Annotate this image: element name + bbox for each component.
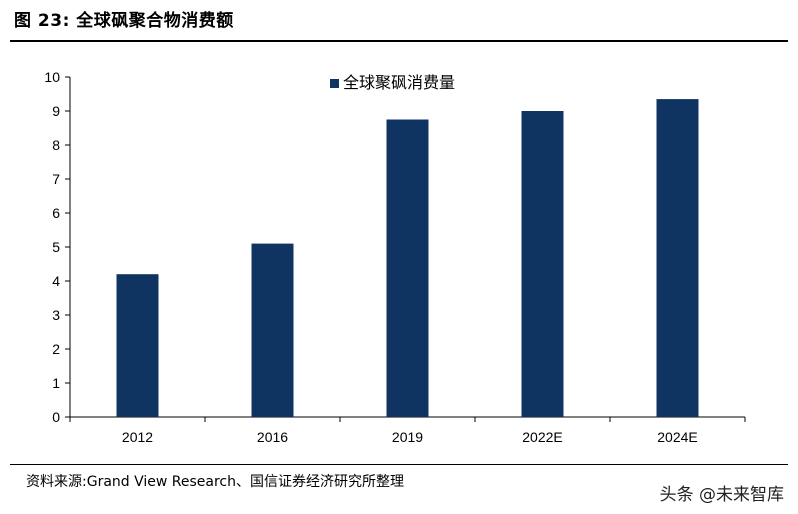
y-tick-label: 7: [52, 171, 60, 187]
y-tick-label: 8: [52, 137, 60, 153]
bar-series: [116, 99, 699, 417]
footer-rule: [10, 464, 788, 465]
title-rule: [10, 40, 788, 42]
legend-label: 全球聚砜消费量: [343, 73, 455, 92]
y-tick-label: 6: [52, 205, 60, 221]
bar: [116, 274, 159, 417]
x-tick-label: 2022E: [522, 429, 562, 445]
figure-title: 图 23: 全球砜聚合物消费额: [14, 11, 234, 31]
y-tick-label: 3: [52, 307, 60, 323]
bar: [386, 119, 429, 417]
x-tick-label: 2016: [257, 429, 288, 445]
y-tick-label: 2: [52, 341, 60, 357]
bar: [521, 111, 564, 417]
bar-chart: 0 1 2 3 4 5 6 7 8 9 10 2012 2016 2019 2022E 2024E 全球聚砜…: [44, 69, 746, 445]
y-tick-label: 0: [52, 409, 60, 425]
x-tick-label: 2012: [122, 429, 153, 445]
legend-swatch: [330, 79, 339, 88]
y-axis: 0 1 2 3 4 5 6 7 8 9 10: [44, 69, 71, 425]
y-tick-label: 5: [52, 239, 60, 255]
y-tick-label: 1: [52, 375, 60, 391]
y-tick-label: 9: [52, 103, 60, 119]
y-tick-label: 10: [44, 69, 60, 85]
watermark: 头条 @未来智库: [659, 485, 784, 505]
x-tick-label: 2019: [392, 429, 423, 445]
bar: [251, 243, 294, 417]
x-axis: 2012 2016 2019 2022E 2024E: [69, 416, 746, 445]
y-tick-label: 4: [52, 273, 60, 289]
bar: [656, 99, 699, 417]
legend: 全球聚砜消费量: [330, 73, 455, 92]
x-tick-label: 2024E: [657, 429, 697, 445]
source-note: 资料来源:Grand View Research、国信证券经济研究所整理: [26, 474, 404, 490]
